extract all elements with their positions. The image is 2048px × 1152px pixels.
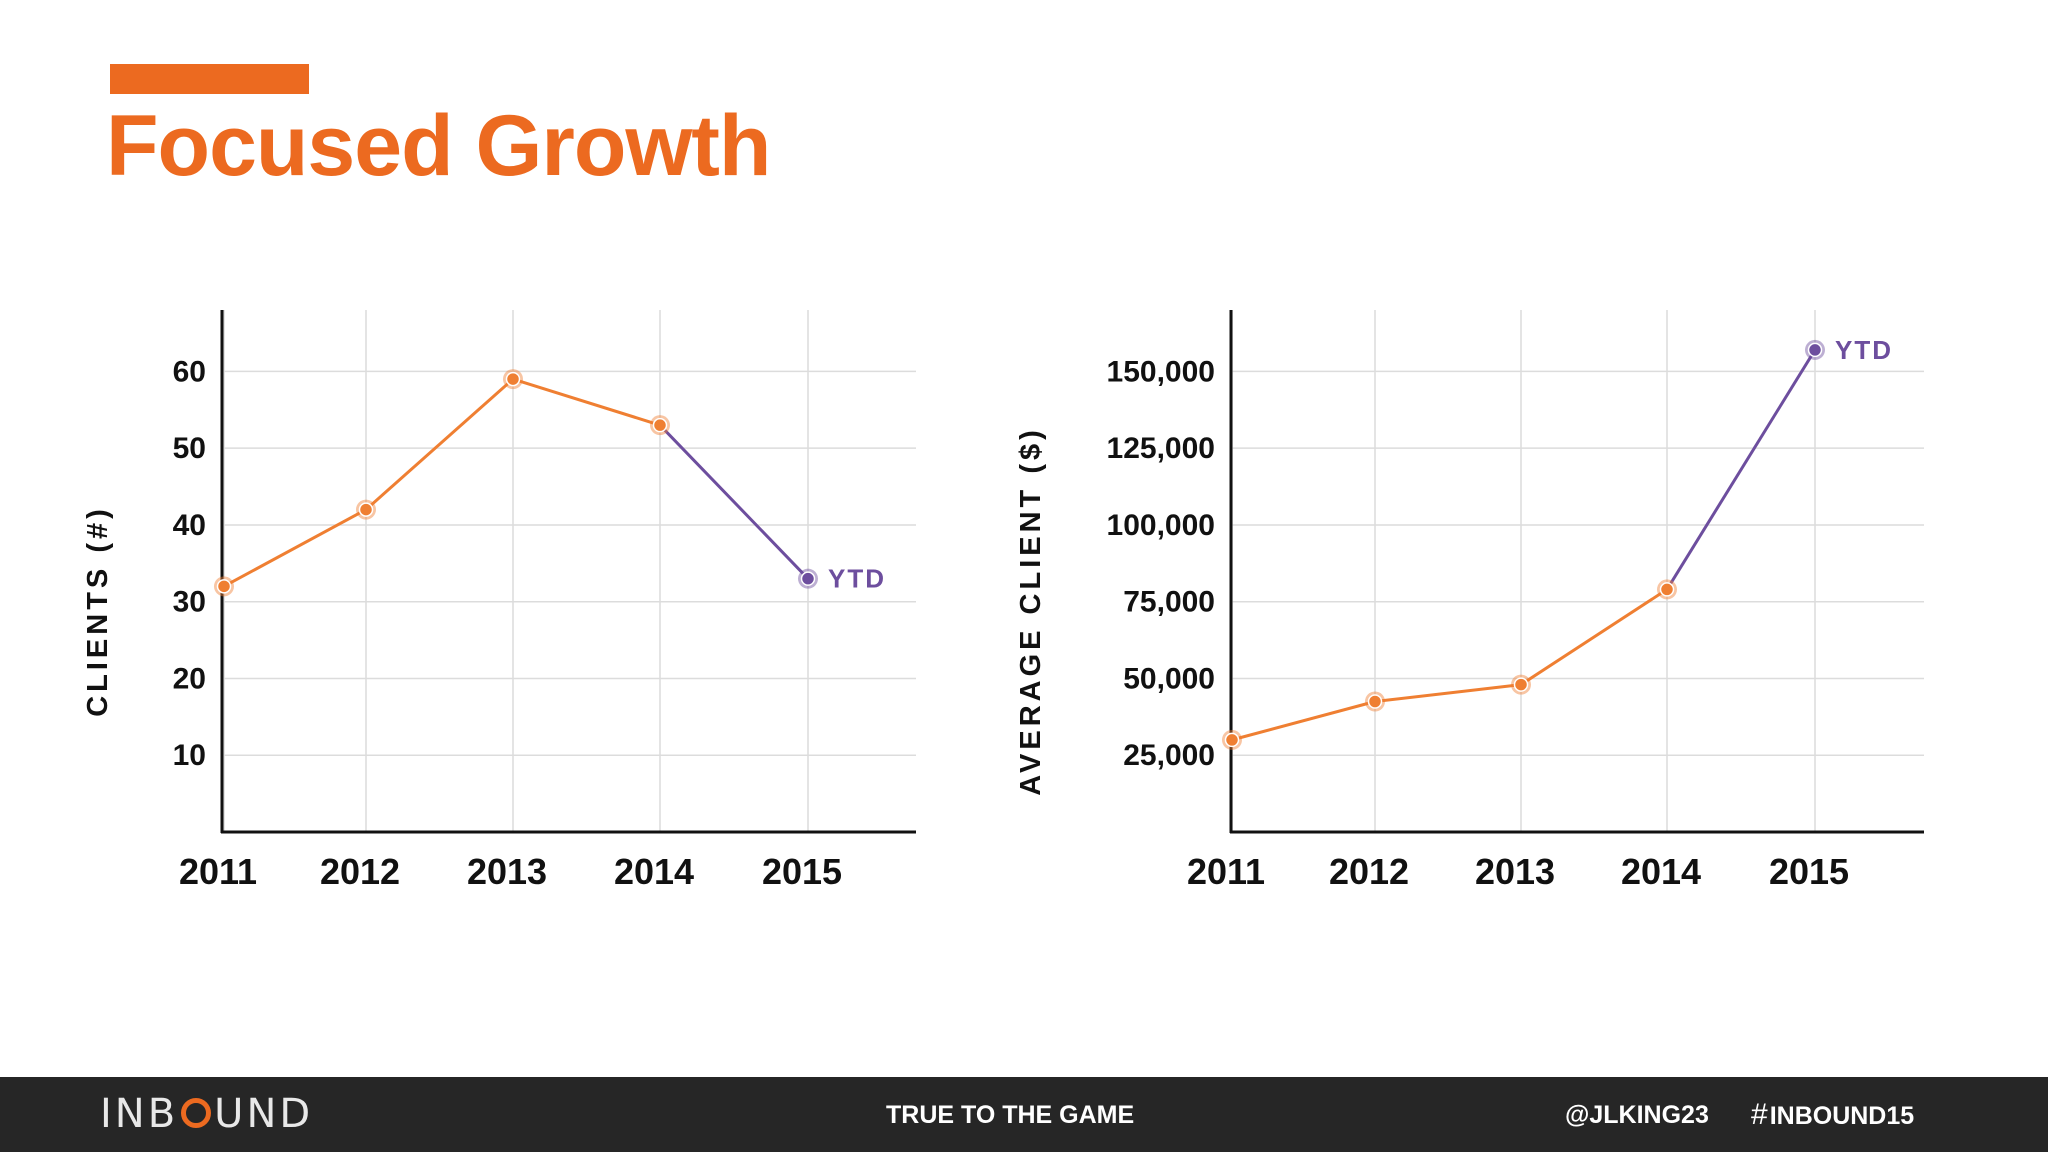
clients-series-segment (365, 377, 514, 511)
avg-client-x-tick-label: 2012 (1329, 851, 1409, 892)
avg-client-y-tick-label: 100,000 (1107, 509, 1215, 542)
hashtag-icon: # (1751, 1098, 1768, 1131)
avg-client-y-tick-label: 25,000 (1123, 739, 1215, 772)
avg-client-x-tick-label: 2011 (1187, 851, 1265, 892)
brand-o-ring: O (181, 1098, 212, 1128)
avg-client-data-point (1513, 677, 1529, 692)
hashtag-text: INBOUND15 (1769, 1102, 1915, 1130)
clients-data-point (505, 371, 521, 387)
clients-x-tick-label: 2014 (614, 851, 694, 892)
avg-client-x-tick-label: 2015 (1769, 851, 1849, 892)
avg-client-x-tick-label: 2013 (1475, 851, 1555, 892)
clients-y-axis-title: CLIENTS (#) (82, 505, 114, 717)
clients-y-tick-label: 20 (173, 662, 206, 695)
avg-client-y-tick-label: 125,000 (1107, 432, 1215, 465)
brand-suffix: UND (214, 1091, 314, 1137)
clients-y-tick-label: 10 (173, 739, 206, 772)
avg-client-ytd-label: YTD (1835, 335, 1893, 365)
clients-series-segment (223, 508, 367, 588)
clients-y-tick-label: 60 (173, 355, 206, 388)
avg-client-data-point (1807, 342, 1823, 358)
clients-x-tick-label: 2015 (762, 851, 842, 892)
avg-client-y-tick-label: 150,000 (1107, 355, 1215, 388)
avg-client-data-point (1367, 694, 1383, 709)
clients-y-tick-label: 40 (173, 509, 206, 542)
title-accent-bar (110, 64, 309, 94)
footer-bar: INBOUND TRUE TO THE GAME @JLKING23 #INBO… (0, 1077, 2048, 1152)
average-client-line-chart: 25,000 50,000 75,000 100,000 125,000 150,000 2… (1015, 310, 1924, 892)
clients-line-chart: 10 20 30 40 50 60 2011 2012 2013 2014 2015 CLIENTS … (82, 310, 916, 892)
clients-x-tick-label: 2012 (320, 851, 400, 892)
clients-data-point (652, 417, 668, 433)
avg-client-data-point (1224, 732, 1240, 748)
avg-client-series-segment (1374, 683, 1522, 703)
avg-client-data-point (1659, 582, 1675, 597)
event-hashtag: #INBOUND15 (1751, 1100, 1914, 1131)
twitter-handle: @JLKING23 (1565, 1101, 1709, 1129)
avg-client-y-axis-title: AVERAGE CLIENT ($) (1015, 426, 1047, 796)
clients-y-tick-label: 50 (173, 432, 206, 465)
avg-client-y-tick-label: 75,000 (1123, 586, 1215, 619)
avg-client-series-segment (1520, 588, 1668, 686)
clients-series-segment (658, 424, 810, 580)
clients-data-point (216, 579, 232, 594)
clients-x-tick-label: 2011 (179, 851, 257, 892)
clients-data-point (358, 502, 374, 517)
avg-client-x-tick-label: 2014 (1621, 851, 1701, 892)
avg-client-series-segment (1231, 700, 1376, 742)
clients-y-tick-label: 30 (173, 586, 206, 619)
brand-prefix: INB (100, 1091, 179, 1137)
clients-series-segment (512, 377, 661, 427)
avg-client-y-tick-label: 50,000 (1123, 662, 1215, 695)
footer-tagline: TRUE TO THE GAME (886, 1101, 1135, 1129)
avg-client-series-segment (1665, 349, 1817, 591)
clients-x-tick-label: 2013 (467, 851, 547, 892)
clients-ytd-label: YTD (828, 564, 886, 594)
clients-data-point (800, 571, 816, 586)
inbound-logo: INBOUND (100, 1091, 313, 1137)
slide-title: Focused Growth (106, 98, 771, 194)
